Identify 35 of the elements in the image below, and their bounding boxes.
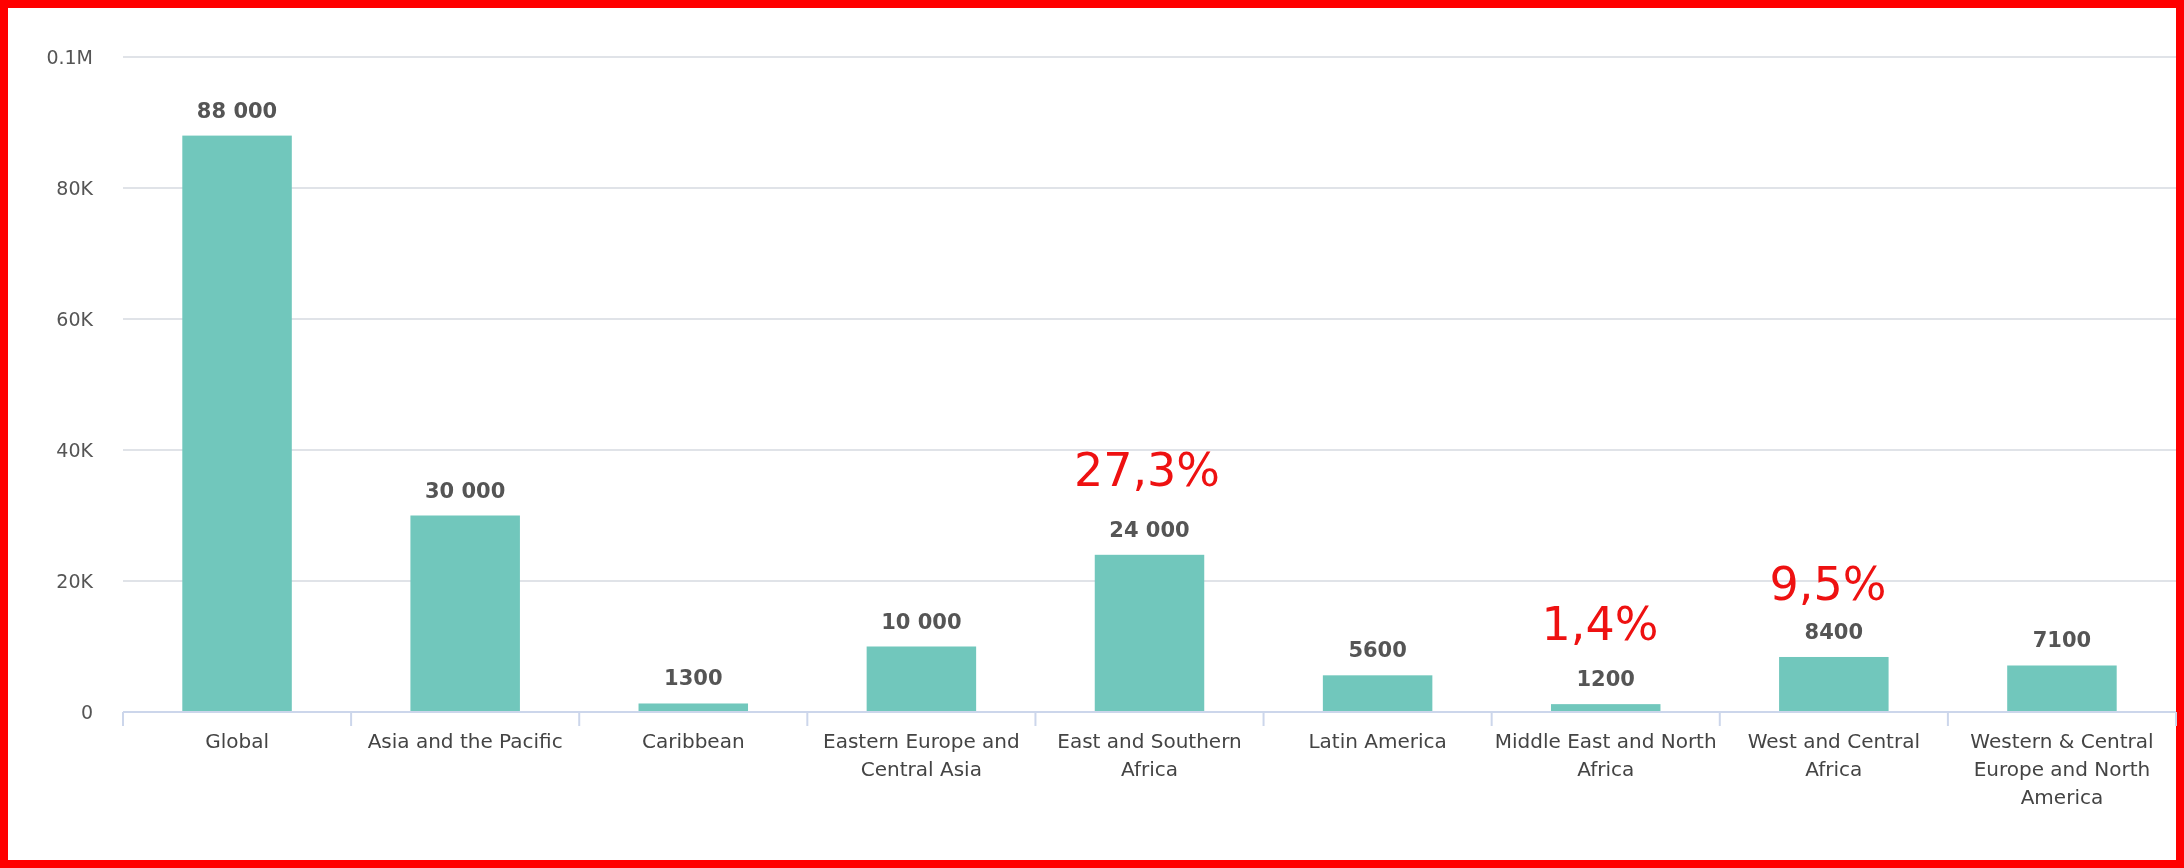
x-tick-label: Caribbean	[641, 729, 745, 753]
x-tick-label: East and Southern Africa	[1057, 729, 1242, 781]
bar	[1094, 554, 1205, 712]
data-label: 5600	[1348, 638, 1407, 663]
annotation: 27,3%	[1073, 443, 1221, 497]
y-tick-label: 0.1M	[46, 45, 93, 68]
bar	[2007, 665, 2117, 712]
y-tick-label: 80K	[56, 176, 94, 199]
x-tick-label: Asia and the Pacific	[367, 729, 563, 753]
x-tick-label: Global	[205, 729, 269, 753]
y-tick-label: 40K	[56, 438, 94, 461]
bar	[410, 515, 520, 712]
bar	[866, 646, 977, 712]
bar	[1322, 675, 1433, 712]
x-tick-label: Latin America	[1308, 729, 1447, 753]
data-label: 8400	[1804, 619, 1864, 644]
x-tick-label: Middle East and North Africa	[1494, 729, 1717, 781]
data-label: 30 000	[424, 478, 506, 503]
annotation: 9,5%	[1769, 557, 1887, 611]
bar	[182, 135, 292, 712]
bar	[638, 703, 749, 712]
y-tick-label: 0	[80, 700, 93, 723]
data-label: 1300	[664, 666, 723, 691]
data-label: 24 000	[1109, 517, 1190, 542]
x-tick-label: West and Central Africa	[1747, 729, 1921, 781]
data-label: 1200	[1576, 667, 1635, 692]
data-label: 7100	[2032, 628, 2092, 653]
y-tick-label: 20K	[56, 569, 94, 592]
annotation: 1,4%	[1541, 597, 1659, 651]
y-tick-label: 60K	[56, 307, 94, 330]
data-label: 88 000	[196, 98, 278, 123]
data-label: 10 000	[881, 609, 962, 634]
bar	[1779, 656, 1889, 712]
x-tick-label: Eastern Europe and Central Asia	[823, 729, 1020, 781]
x-tick-label: Western & Central Europe and North America	[1970, 729, 2154, 809]
